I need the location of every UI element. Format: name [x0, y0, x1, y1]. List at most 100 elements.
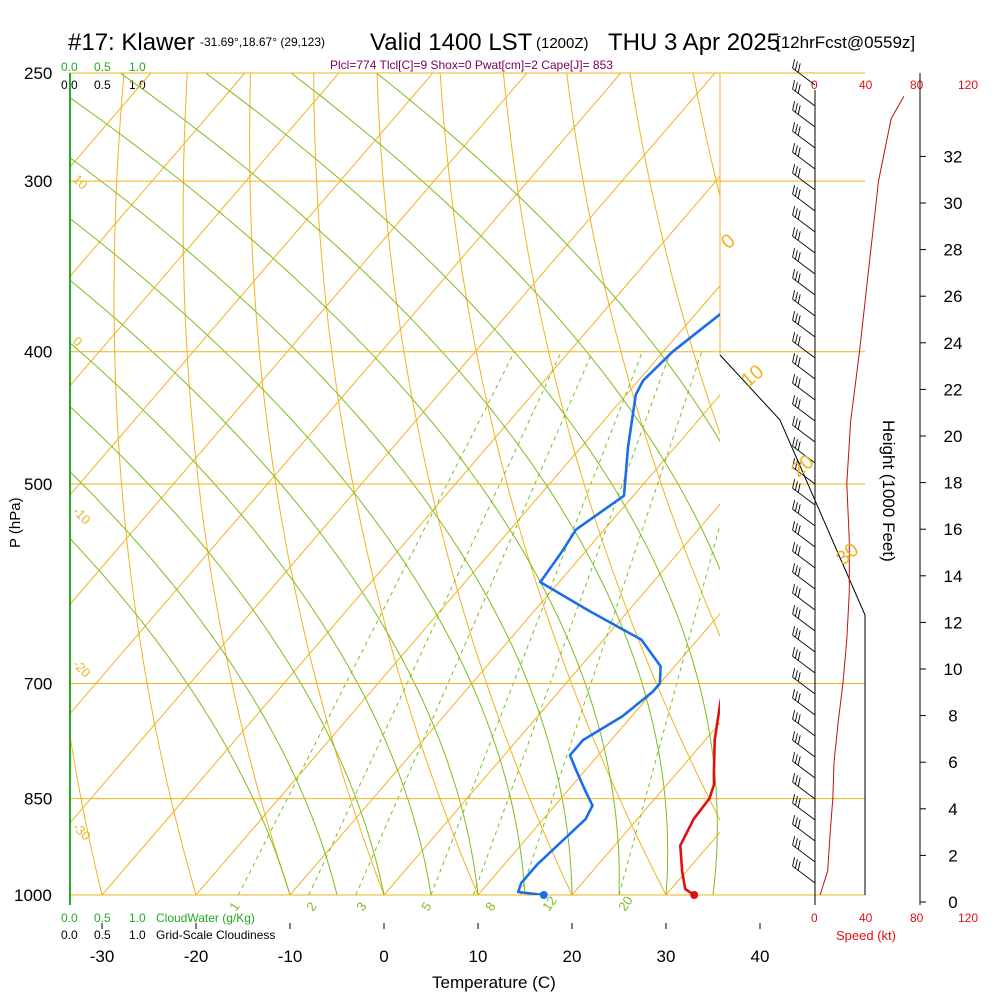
wind-barb-flag — [797, 63, 801, 73]
wind-barb-flag — [794, 565, 798, 575]
wind-barb-flag — [797, 525, 801, 535]
plot-frame — [69, 73, 921, 905]
wind-barb-flag — [794, 523, 798, 533]
wind-barb-flag — [792, 710, 796, 720]
wind-barb — [792, 592, 816, 611]
wind-barb-flag — [792, 290, 796, 300]
moist-adiabat-label: 30 — [832, 539, 863, 570]
wind-barb — [792, 529, 816, 548]
wind-barb-flag — [794, 838, 798, 848]
height-tick-label: 30 — [944, 194, 963, 213]
moist-adiabat-label: 10 — [737, 361, 768, 392]
wind-barb-flag — [794, 208, 798, 218]
wind-barb-flag — [792, 143, 796, 153]
wind-barb-flag — [797, 294, 801, 304]
wind-barb — [792, 571, 816, 590]
wind-barb-flag — [797, 861, 801, 871]
temperature-line — [678, 698, 720, 895]
dry-adiabat-label: 0 — [70, 334, 86, 350]
height-tick-label: 4 — [948, 800, 957, 819]
isotherm-line — [477, 612, 720, 895]
wind-barb — [792, 298, 816, 317]
x-tick-label: 0 — [379, 947, 388, 966]
wind-panel-edge — [719, 354, 866, 895]
wind-barb-flag — [792, 563, 796, 573]
wind-barb-flag — [792, 773, 796, 783]
wind-barb-flag — [794, 187, 798, 197]
cloudwater-label: CloudWater (g/Kg) — [156, 911, 255, 925]
isotherm-line — [571, 722, 720, 895]
wind-barb-flag — [797, 504, 801, 514]
dry-adiabat-line — [70, 732, 103, 895]
cloudiness-tick: 0.0 — [61, 928, 78, 942]
moist-adiabat-line — [70, 405, 385, 895]
wind-barb-flag — [797, 273, 801, 283]
wind-barb-flag — [797, 378, 801, 388]
wind-barb-flag — [792, 248, 796, 258]
wind-barb-flag — [797, 819, 801, 829]
wind-barb-flag — [792, 227, 796, 237]
wind-barb-flag — [792, 689, 796, 699]
wind-barb-flag — [792, 752, 796, 762]
wind-barb-flag — [792, 122, 796, 132]
wind-barb-flag — [797, 231, 801, 241]
mixing-ratio-label: 20 — [615, 893, 636, 913]
wind-barb-flag — [797, 756, 801, 766]
dry-adiabats — [0, 49, 720, 924]
dry-adiabat-label: -30 — [70, 820, 94, 844]
wind-barb — [792, 235, 816, 254]
wind-barb-flag — [794, 733, 798, 743]
zulu-time: (1200Z) — [536, 35, 589, 52]
dry-adiabat-line — [439, 73, 667, 895]
wind-barb-flag — [792, 101, 796, 111]
x-tick-label: 40 — [751, 947, 770, 966]
wind-barb — [792, 193, 816, 212]
dry-adiabat-line — [566, 73, 720, 638]
height-tick-label: 20 — [944, 427, 963, 446]
mixing-ratio-label: 2 — [303, 899, 319, 914]
x-tick-label: -10 — [278, 947, 303, 966]
wind-barb-flag — [797, 210, 801, 220]
wind-barb-flag — [792, 269, 796, 279]
wind-barb — [792, 739, 816, 758]
cloudiness-scale-bottom: 0.0 0.5 1.0 Grid-Scale Cloudiness — [61, 928, 275, 942]
isotherm-line — [101, 175, 720, 895]
moist-adiabat-line — [70, 217, 526, 895]
wind-barb — [792, 823, 816, 842]
wind-barb-flag — [792, 647, 796, 657]
wind-barb-flag — [797, 714, 801, 724]
speed-tick: 120 — [958, 911, 978, 925]
dry-adiabat-line — [0, 49, 14, 924]
speed-tick: 120 — [958, 78, 978, 92]
wind-barb-flag — [797, 420, 801, 430]
wind-barb-flag — [794, 313, 798, 323]
wind-barb-flag — [797, 777, 801, 787]
height-tick-label: 24 — [944, 334, 963, 353]
speed-tick: 40 — [859, 911, 873, 925]
mixing-ratio-label: 8 — [482, 899, 498, 914]
wind-barb-flag — [792, 164, 796, 174]
wind-barb-flag — [792, 794, 796, 804]
wind-barb-flag — [792, 311, 796, 321]
moist-adiabat-label: 20 — [787, 451, 818, 482]
speed-tick: 40 — [859, 78, 873, 92]
mixing-ratio-line — [237, 351, 515, 895]
cloudiness-tick: 0.5 — [94, 928, 111, 942]
moist-adiabats — [70, 73, 720, 895]
cloudwater-tick: 0.5 — [94, 60, 111, 74]
wind-barb — [792, 466, 816, 485]
cloudwater-scale-bottom: 0.0 0.5 1.0 CloudWater (g/Kg) — [61, 911, 255, 925]
wind-barb — [792, 382, 816, 401]
wind-barb-flag — [794, 124, 798, 134]
mixing-ratio-label: 5 — [418, 899, 434, 914]
height-tick-label: 28 — [944, 241, 963, 260]
wind-barb-flag — [797, 336, 801, 346]
height-tick-label: 0 — [948, 893, 957, 912]
wind-barb — [792, 508, 816, 527]
dry-adiabat-line — [313, 73, 479, 895]
wind-barb — [792, 613, 816, 632]
wind-barb-flag — [797, 672, 801, 682]
wind-barb — [792, 424, 816, 443]
wind-barb-flag — [792, 374, 796, 384]
